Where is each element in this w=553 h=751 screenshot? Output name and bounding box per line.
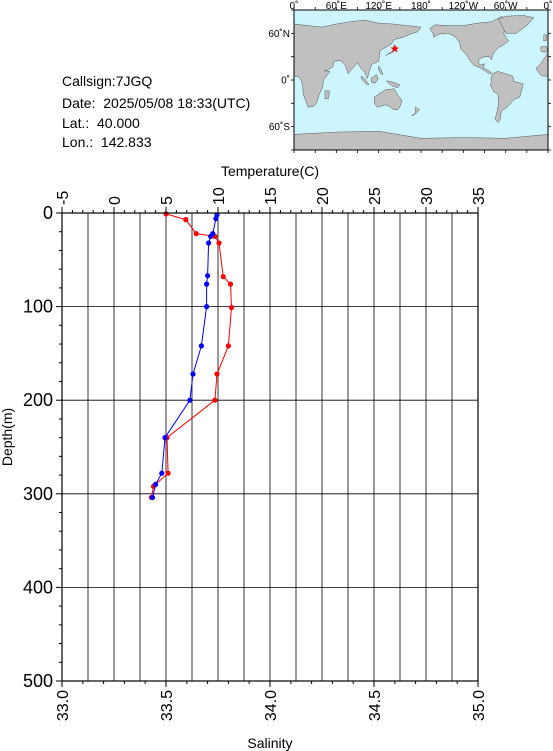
salinity-tick-label: 34.0 (263, 690, 280, 721)
series-point (149, 494, 156, 501)
chart-frame (56, 207, 479, 687)
temperature-tick-label: 15 (263, 187, 280, 205)
depth-tick-label: 500 (23, 671, 53, 691)
series-point (216, 240, 222, 246)
map-landmass (498, 15, 535, 34)
series-point (190, 371, 196, 377)
series-point (159, 470, 165, 476)
map-landmass (360, 75, 370, 86)
station-marker (390, 44, 400, 53)
series-line-1 (152, 214, 218, 498)
depth-tick-label: 100 (23, 297, 53, 317)
series-point (214, 371, 220, 377)
series-point (205, 273, 211, 279)
map-landmass (324, 90, 330, 99)
lon-text: Lon.: 142.833 (62, 134, 152, 150)
series-point (206, 240, 212, 246)
map-landmass (489, 71, 524, 124)
series-point (225, 343, 231, 349)
depth-axis-title: Depth(m) (0, 408, 15, 466)
map-landmass (378, 65, 384, 76)
temperature-tick-label: 25 (367, 187, 384, 205)
temperature-axis-title: Temperature(C) (221, 163, 319, 179)
series-point (208, 233, 214, 239)
series-point (212, 397, 218, 403)
map-lon-label: 60˚E (326, 0, 347, 12)
map-landmass (385, 80, 401, 89)
series-point (204, 304, 210, 310)
series-point (227, 281, 234, 287)
map-lat-label: 60˚N (268, 28, 290, 40)
temperature-tick-label: 5 (159, 196, 176, 205)
salinity-tick-label: 33.5 (159, 690, 176, 721)
map-landmass (370, 74, 379, 84)
lat-text: Lat.: 40.000 (62, 115, 140, 131)
map-landmass (540, 46, 549, 53)
map-lon-label: 180˚ (411, 0, 431, 12)
salinity-tick-label: 33.0 (55, 690, 72, 721)
depth-tick-label: 300 (23, 484, 53, 504)
depth-tick-label: 0 (43, 203, 53, 223)
temperature-tick-label: 30 (419, 187, 436, 205)
map-lon-label: 0˚ (290, 0, 299, 12)
series-point (228, 304, 235, 311)
series-point (187, 397, 193, 403)
series-point (213, 216, 219, 222)
series-point (153, 481, 159, 487)
map-lon-label: 120˚E (365, 0, 392, 12)
map-landmass (411, 106, 420, 117)
chart-series (148, 211, 235, 501)
chart-grid (61, 212, 479, 682)
series-point (220, 274, 226, 280)
callsign-text: Callsign:7JGQ (62, 73, 153, 89)
temperature-tick-label: 0 (107, 196, 124, 205)
map-landmass (374, 88, 403, 110)
depth-tick-label: 200 (23, 390, 53, 410)
map-lon-label: 60˚W (494, 0, 518, 12)
map-landmass (543, 34, 547, 42)
map-lon-label: 120˚W (449, 0, 479, 12)
series-point (193, 231, 199, 237)
date-text: Date: 2025/05/08 18:33(UTC) (62, 95, 251, 111)
temperature-tick-label: 35 (471, 187, 488, 205)
salinity-tick-label: 34.5 (367, 690, 384, 721)
temperature-tick-label: -5 (55, 191, 72, 205)
salinity-tick-label: 35.0 (471, 690, 488, 721)
depth-tick-label: 400 (23, 577, 53, 597)
series-point (162, 435, 168, 441)
series-point (204, 281, 210, 287)
temperature-tick-label: 10 (211, 187, 228, 205)
map-lat-label: 0˚ (281, 75, 290, 87)
map-lon-label: 0˚ (544, 0, 553, 12)
series-point (198, 343, 204, 349)
salinity-axis-title: Salinity (247, 735, 292, 751)
series-point (165, 470, 171, 476)
map-lat-label: 60˚S (269, 121, 290, 133)
temperature-tick-label: 20 (315, 187, 332, 205)
series-point (183, 217, 189, 223)
map-landmass (293, 19, 422, 108)
